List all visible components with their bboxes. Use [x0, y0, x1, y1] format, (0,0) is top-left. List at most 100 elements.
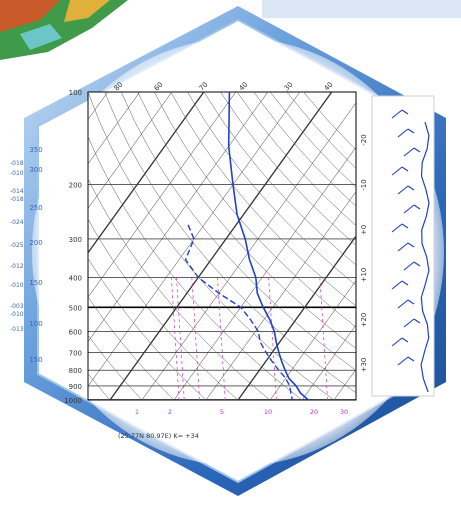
- isotherm-line: [88, 92, 205, 254]
- pressure-tick-label: 700: [69, 349, 82, 357]
- mixing-ratio-tick-label: 5: [220, 408, 224, 416]
- pressure-tick-label: 800: [69, 367, 82, 375]
- mixing-ratio-line: [319, 277, 328, 400]
- dry-adiabat: [203, 92, 356, 266]
- wind-barb: [403, 261, 415, 271]
- dry-adiabat: [88, 135, 303, 400]
- mixing-ratio-tick-label: 20: [310, 408, 318, 416]
- right-axis-tick-label: +20: [360, 313, 368, 328]
- dry-adiabat: [88, 373, 111, 400]
- height-tick-label: 250: [29, 204, 42, 212]
- wind-barb: [391, 109, 403, 119]
- wind-barb: [391, 280, 403, 290]
- pressure-tick-label: 300: [69, 236, 82, 244]
- station-code-label: -010: [10, 282, 24, 289]
- height-tick-label: 150: [29, 279, 42, 287]
- mixing-ratio-line: [176, 277, 185, 400]
- wind-barb: [397, 356, 409, 366]
- dry-adiabat: [236, 92, 356, 226]
- mixing-ratio-tick-label: 10: [264, 408, 272, 416]
- station-code-label: -003: [10, 303, 24, 310]
- isotherm-line: [109, 92, 333, 400]
- isotherm-line: [88, 92, 172, 209]
- station-code-label: -024: [10, 219, 24, 226]
- dry-adiabat: [170, 92, 356, 307]
- axis-labels: 100 200 300 400 500 600 700 800 900 1000 350 300 250…: [10, 81, 368, 440]
- isotherm-line: [88, 92, 300, 387]
- isotherm-line: [237, 234, 356, 400]
- pressure-tick-label: 1000: [64, 397, 82, 405]
- mixing-ratio-line: [217, 277, 226, 400]
- wind-barb: [391, 337, 403, 347]
- wind-barb: [397, 128, 409, 138]
- temperature-tick-label: 70: [198, 81, 210, 93]
- station-code-label: -018: [10, 160, 24, 167]
- right-axis-tick-label: +0: [360, 225, 368, 235]
- wind-barb-flag: [407, 242, 415, 248]
- wind-barb-flag: [407, 128, 415, 134]
- isotherm-line: [173, 146, 356, 400]
- station-code-label: -010: [10, 311, 24, 318]
- temperature-tick-label: 40: [323, 81, 335, 93]
- dry-adiabat: [88, 334, 143, 400]
- dry-adiabat: [88, 257, 207, 400]
- wind-speed-profile: [420, 121, 430, 393]
- dry-adiabat: [137, 92, 356, 349]
- wind-barb-flag: [407, 299, 415, 305]
- sounding-series-line-0: [227, 92, 309, 400]
- wind-barb: [397, 242, 409, 252]
- mixing-ratio-tick-label: 30: [340, 408, 348, 416]
- wind-barb: [403, 204, 415, 214]
- wind-barb-flag: [413, 261, 421, 267]
- wind-barb: [403, 318, 415, 328]
- dry-adiabat: [220, 92, 356, 246]
- temperature-tick-label: 40: [238, 81, 250, 93]
- wind-barb-flag: [407, 185, 415, 191]
- mixing-ratio-tick-label: 1: [135, 408, 139, 416]
- dry-adiabat: [187, 92, 356, 286]
- height-tick-label: 350: [29, 146, 42, 154]
- station-code-label: -025: [10, 242, 24, 249]
- height-tick-label: 150: [29, 356, 42, 364]
- wind-barb-flag: [401, 109, 409, 115]
- isotherm-line: [88, 92, 140, 165]
- temperature-tick-label: 60: [153, 81, 165, 93]
- plot-area: [87, 91, 357, 401]
- pressure-tick-label: 500: [69, 304, 82, 312]
- height-tick-label: 300: [29, 166, 42, 174]
- pressure-tick-label: 100: [69, 89, 82, 97]
- wind-barb: [391, 223, 403, 233]
- height-tick-label: 200: [29, 239, 42, 247]
- isotherm-line: [88, 92, 236, 298]
- temperature-tick-label: 30: [283, 81, 295, 93]
- isotherm-line: [88, 92, 268, 343]
- station-info-label: (25.77N 80.97E) K= +34: [118, 432, 199, 440]
- station-code-label: -010: [10, 170, 24, 177]
- wind-barb: [403, 147, 415, 157]
- right-axis-tick-label: -10: [360, 179, 368, 190]
- dry-adiabat: [88, 92, 335, 400]
- wind-barbs: [391, 109, 430, 393]
- wind-barb-flag: [401, 337, 409, 343]
- isotherm-line: [269, 280, 356, 400]
- pressure-tick-label: 200: [69, 182, 82, 190]
- dry-adiabat: [120, 92, 356, 371]
- isotherm-line: [141, 102, 356, 400]
- station-code-label: -013: [10, 326, 24, 333]
- wind-barb-flag: [401, 223, 409, 229]
- wind-barb: [391, 166, 403, 176]
- station-code-label: -018: [10, 196, 24, 203]
- map-thumbnail: [0, 0, 128, 60]
- dry-adiabat: [88, 296, 175, 400]
- wind-barb-flag: [407, 356, 415, 362]
- wind-barb-flag: [401, 166, 409, 172]
- wind-panel: [371, 95, 435, 397]
- dry-adiabat: [104, 92, 356, 394]
- dry-adiabat: [88, 218, 239, 400]
- mixing-ratio-line: [268, 277, 277, 400]
- station-code-label: -012: [10, 263, 24, 270]
- wind-barb: [397, 299, 409, 309]
- pressure-tick-label: 600: [69, 329, 82, 337]
